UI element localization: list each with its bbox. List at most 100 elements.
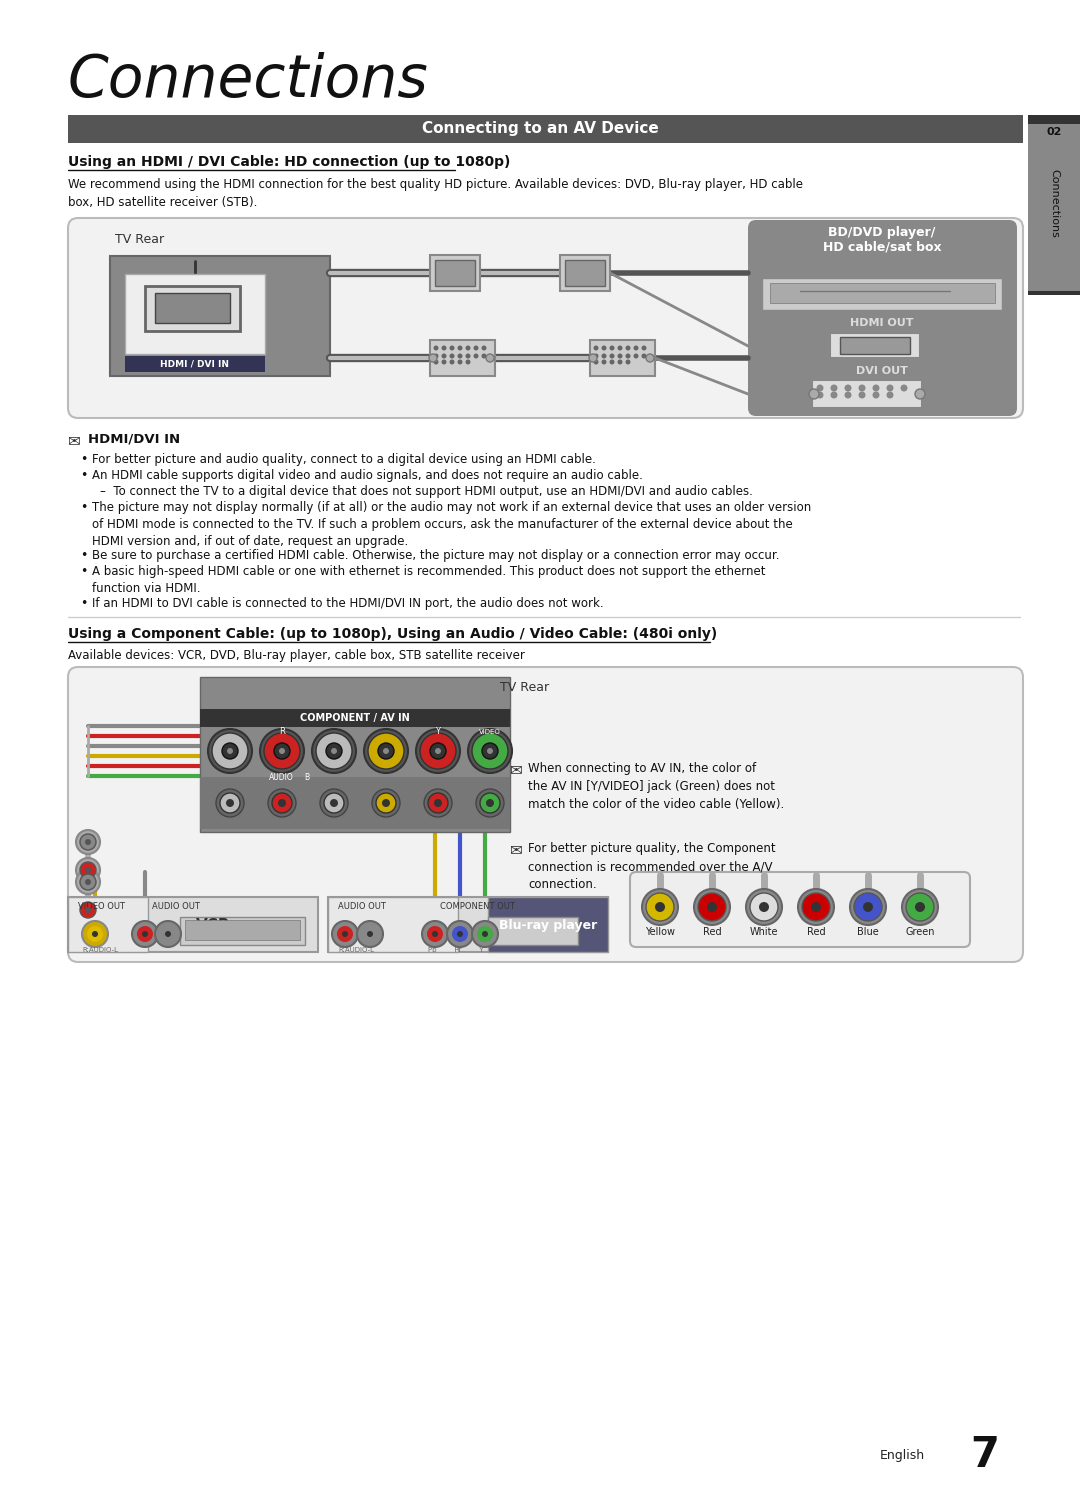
Text: Using an HDMI / DVI Cable: HD connection (up to 1080p): Using an HDMI / DVI Cable: HD connection… bbox=[68, 155, 511, 169]
Circle shape bbox=[324, 793, 345, 813]
Circle shape bbox=[80, 862, 96, 878]
Text: B: B bbox=[305, 772, 310, 781]
Circle shape bbox=[274, 743, 291, 759]
Text: •: • bbox=[80, 548, 87, 562]
Circle shape bbox=[915, 902, 924, 911]
Circle shape bbox=[447, 920, 473, 947]
Circle shape bbox=[85, 840, 91, 846]
Circle shape bbox=[160, 926, 176, 943]
Text: We recommend using the HDMI connection for the best quality HD picture. Availabl: We recommend using the HDMI connection f… bbox=[68, 178, 804, 209]
Circle shape bbox=[625, 354, 631, 359]
Circle shape bbox=[82, 920, 108, 947]
Circle shape bbox=[80, 874, 96, 890]
Circle shape bbox=[278, 799, 286, 807]
Text: Connecting to an AV Device: Connecting to an AV Device bbox=[421, 121, 659, 136]
Text: ✉: ✉ bbox=[68, 433, 81, 448]
Circle shape bbox=[76, 858, 100, 881]
Circle shape bbox=[707, 902, 717, 911]
Bar bbox=[1028, 291, 1080, 294]
Circle shape bbox=[887, 391, 893, 399]
Bar bbox=[488, 917, 578, 946]
Circle shape bbox=[863, 902, 873, 911]
Circle shape bbox=[486, 799, 494, 807]
Circle shape bbox=[85, 878, 91, 884]
Circle shape bbox=[449, 360, 455, 365]
Circle shape bbox=[442, 345, 446, 351]
Circle shape bbox=[449, 354, 455, 359]
Circle shape bbox=[264, 734, 300, 769]
Circle shape bbox=[609, 360, 615, 365]
Bar bbox=[831, 333, 920, 359]
Circle shape bbox=[332, 920, 357, 947]
Circle shape bbox=[382, 799, 390, 807]
Bar bbox=[488, 896, 608, 952]
Text: Be sure to purchase a certified HDMI cable. Otherwise, the picture may not displ: Be sure to purchase a certified HDMI cab… bbox=[92, 548, 780, 562]
Circle shape bbox=[76, 870, 100, 893]
Circle shape bbox=[364, 729, 408, 772]
Text: White: White bbox=[750, 926, 779, 937]
Circle shape bbox=[376, 793, 396, 813]
Circle shape bbox=[132, 920, 158, 947]
Circle shape bbox=[694, 889, 730, 925]
Bar bbox=[145, 285, 240, 332]
Circle shape bbox=[798, 889, 834, 925]
Text: R:AUDIO-L: R:AUDIO-L bbox=[82, 947, 118, 953]
Circle shape bbox=[602, 345, 607, 351]
Circle shape bbox=[476, 789, 504, 817]
FancyBboxPatch shape bbox=[68, 666, 1023, 962]
Circle shape bbox=[272, 793, 292, 813]
Text: •: • bbox=[80, 565, 87, 578]
Circle shape bbox=[362, 926, 378, 943]
Text: Blue: Blue bbox=[858, 926, 879, 937]
Circle shape bbox=[854, 893, 882, 920]
Circle shape bbox=[208, 729, 252, 772]
Bar bbox=[762, 318, 1002, 338]
Circle shape bbox=[746, 889, 782, 925]
Circle shape bbox=[831, 391, 837, 399]
Text: When connecting to AV IN, the color of
the AV IN [Y/VIDEO] jack (Green) does not: When connecting to AV IN, the color of t… bbox=[528, 762, 784, 811]
Circle shape bbox=[357, 920, 383, 947]
Text: VIDEO OUT: VIDEO OUT bbox=[78, 902, 125, 911]
Circle shape bbox=[268, 789, 296, 817]
Text: For better picture quality, the Component
connection is recommended over the A/V: For better picture quality, the Componen… bbox=[528, 843, 775, 890]
Circle shape bbox=[222, 743, 238, 759]
Circle shape bbox=[901, 384, 907, 391]
Circle shape bbox=[642, 345, 647, 351]
Circle shape bbox=[482, 345, 486, 351]
Circle shape bbox=[468, 729, 512, 772]
Circle shape bbox=[424, 789, 453, 817]
Text: Connections: Connections bbox=[68, 52, 429, 109]
FancyBboxPatch shape bbox=[748, 220, 1017, 415]
Circle shape bbox=[316, 734, 352, 769]
Circle shape bbox=[873, 384, 879, 391]
Circle shape bbox=[602, 360, 607, 365]
Circle shape bbox=[279, 748, 285, 754]
Bar bbox=[430, 341, 495, 376]
Circle shape bbox=[845, 384, 851, 391]
Bar bbox=[561, 255, 610, 291]
Circle shape bbox=[811, 902, 821, 911]
Circle shape bbox=[342, 931, 348, 937]
Circle shape bbox=[435, 748, 441, 754]
Text: DVI OUT: DVI OUT bbox=[856, 366, 908, 376]
Text: VCR: VCR bbox=[195, 917, 230, 932]
Circle shape bbox=[80, 902, 96, 917]
Text: COMPONENT OUT: COMPONENT OUT bbox=[440, 902, 515, 911]
Circle shape bbox=[906, 893, 934, 920]
Circle shape bbox=[602, 354, 607, 359]
Circle shape bbox=[226, 799, 234, 807]
Circle shape bbox=[337, 926, 353, 943]
Circle shape bbox=[859, 391, 865, 399]
Circle shape bbox=[618, 354, 622, 359]
Circle shape bbox=[312, 729, 356, 772]
Text: BD/DVD player/
HD cable/sat box: BD/DVD player/ HD cable/sat box bbox=[823, 226, 942, 254]
Circle shape bbox=[227, 748, 233, 754]
Circle shape bbox=[433, 360, 438, 365]
Circle shape bbox=[473, 345, 478, 351]
Circle shape bbox=[816, 391, 824, 399]
Circle shape bbox=[634, 345, 638, 351]
Circle shape bbox=[458, 360, 462, 365]
Text: R: R bbox=[279, 728, 285, 737]
Text: •: • bbox=[80, 469, 87, 483]
Bar bbox=[185, 920, 300, 940]
